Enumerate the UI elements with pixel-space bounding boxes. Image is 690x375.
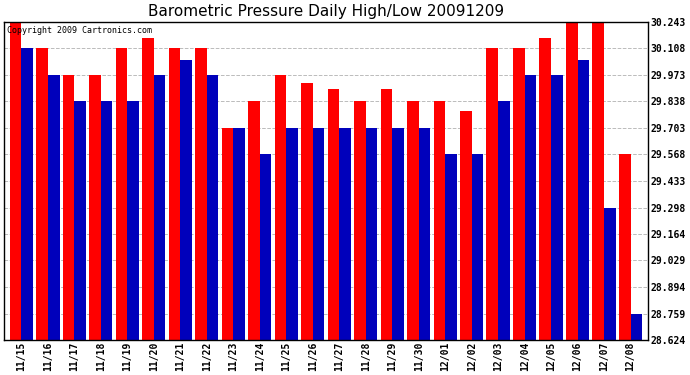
Bar: [195, 48, 207, 340]
Bar: [631, 314, 642, 340]
Bar: [259, 154, 271, 340]
Bar: [551, 75, 563, 340]
Bar: [89, 75, 101, 340]
Title: Barometric Pressure Daily High/Low 20091209: Barometric Pressure Daily High/Low 20091…: [148, 4, 504, 19]
Bar: [142, 38, 154, 340]
Text: Copyright 2009 Cartronics.com: Copyright 2009 Cartronics.com: [8, 27, 152, 36]
Bar: [407, 101, 419, 340]
Bar: [63, 75, 75, 340]
Bar: [48, 75, 59, 340]
Bar: [207, 75, 219, 340]
Bar: [36, 48, 48, 340]
Bar: [101, 101, 112, 340]
Bar: [540, 38, 551, 340]
Bar: [10, 22, 21, 340]
Bar: [433, 101, 445, 340]
Bar: [339, 128, 351, 340]
Bar: [366, 128, 377, 340]
Bar: [381, 89, 392, 340]
Bar: [593, 22, 604, 340]
Bar: [313, 128, 324, 340]
Bar: [286, 128, 298, 340]
Bar: [75, 101, 86, 340]
Bar: [221, 128, 233, 340]
Bar: [233, 128, 245, 340]
Bar: [21, 48, 33, 340]
Bar: [328, 89, 339, 340]
Bar: [168, 48, 180, 340]
Bar: [524, 75, 536, 340]
Bar: [445, 154, 457, 340]
Bar: [275, 75, 286, 340]
Bar: [354, 101, 366, 340]
Bar: [578, 60, 589, 340]
Bar: [248, 101, 259, 340]
Bar: [619, 154, 631, 340]
Bar: [486, 48, 498, 340]
Bar: [154, 75, 166, 340]
Bar: [180, 60, 192, 340]
Bar: [460, 111, 472, 340]
Bar: [472, 154, 483, 340]
Bar: [128, 101, 139, 340]
Bar: [498, 101, 510, 340]
Bar: [392, 128, 404, 340]
Bar: [604, 207, 615, 340]
Bar: [566, 22, 578, 340]
Bar: [301, 83, 313, 340]
Bar: [513, 48, 524, 340]
Bar: [419, 128, 431, 340]
Bar: [116, 48, 128, 340]
